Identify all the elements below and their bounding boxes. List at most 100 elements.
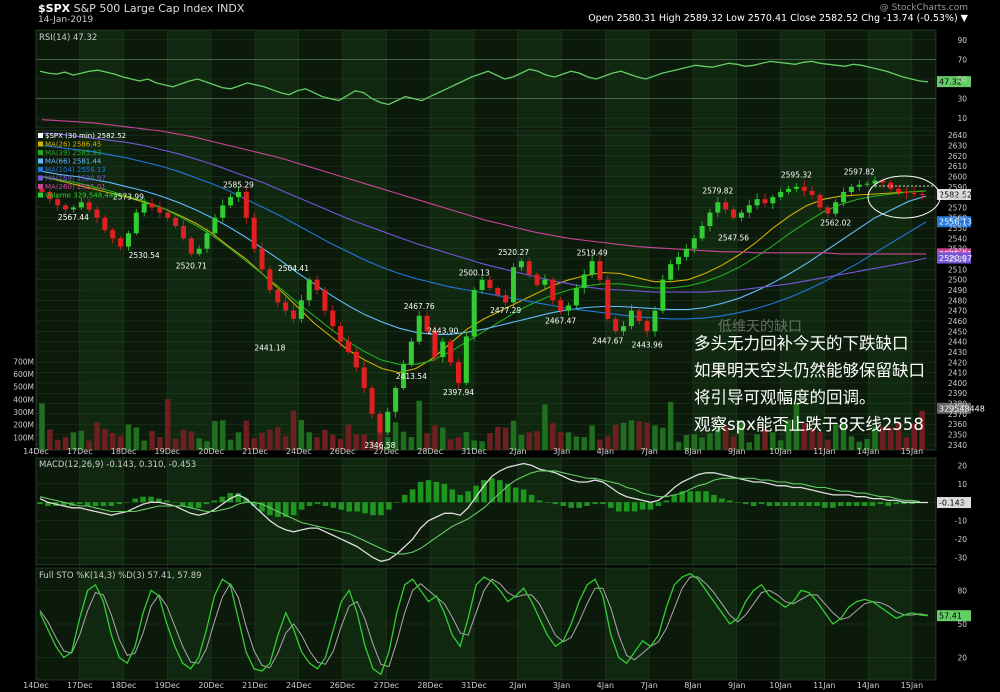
macd-hist-bar — [576, 502, 582, 508]
volume-tick-label: 600M — [13, 370, 34, 379]
macd-hist-bar — [171, 502, 178, 503]
y-tick-label: 2470 — [948, 307, 967, 316]
legend-swatch — [38, 184, 43, 189]
volume-bar — [219, 420, 226, 450]
candle-body — [880, 180, 886, 183]
candle-body — [660, 279, 666, 311]
price-tag: 2582.52 — [939, 190, 972, 199]
volume-bar — [707, 433, 713, 450]
rsi-line — [39, 60, 929, 106]
candle-body — [833, 202, 839, 214]
x-tick-label: 18Dec — [111, 681, 137, 690]
price-tag-bg — [937, 188, 971, 200]
volume-bar — [715, 426, 721, 450]
volume-bar — [157, 437, 163, 450]
candle-body — [369, 388, 375, 414]
macd-hist-bar — [354, 502, 360, 512]
x-tick-label: 3Jan — [553, 447, 570, 456]
candle-body — [330, 310, 336, 327]
y-tick-label: 2490 — [948, 286, 967, 295]
y-tick-label: 2620 — [948, 152, 967, 161]
candle-body — [518, 261, 524, 268]
watermark: @ StockCharts.com — [879, 3, 968, 13]
rsi-current-label-bg — [937, 76, 971, 88]
volume-bar — [919, 410, 925, 450]
volume-bar — [337, 438, 344, 450]
sto-title: Full STO %K(14,3) %D(3) 57.41, 57.89 — [39, 571, 202, 581]
volume-bar — [864, 438, 870, 450]
legend-entry: Volume 329,548,448 — [45, 192, 118, 200]
macd-hist-bar — [703, 491, 709, 503]
legend-swatch — [38, 141, 43, 147]
x-tick-label: 24Dec — [286, 681, 312, 690]
macd-hist-bar — [600, 502, 606, 505]
legend-entry: MA(39) 2585.93 — [45, 149, 101, 157]
candle-body — [762, 199, 768, 204]
volume-tick-label: 400M — [13, 395, 34, 404]
volume-bar — [605, 436, 611, 450]
macd-hist-bar — [401, 494, 408, 503]
macd-hist-bar — [275, 502, 281, 518]
volume-bar — [377, 421, 383, 450]
volume-bar — [400, 431, 407, 450]
candle-body — [707, 212, 713, 226]
candle-body — [605, 279, 611, 319]
candle-body — [416, 315, 422, 342]
macd-hist-bar — [92, 502, 99, 506]
candle-body — [306, 279, 312, 301]
x-tick-label: 3Jan — [553, 681, 570, 690]
y-tick-label: 10 — [957, 480, 967, 489]
price-tag-bg — [937, 252, 971, 264]
volume-bar — [660, 427, 666, 450]
macd-hist-bar — [227, 493, 234, 503]
candle-body — [173, 217, 179, 226]
volume-bar — [204, 441, 210, 450]
macd-hist-bar — [195, 502, 202, 508]
volume-bar — [180, 429, 187, 450]
y-tick-label: 2480 — [948, 296, 967, 305]
candle-body — [149, 203, 155, 208]
y-tick-label: 2400 — [948, 379, 967, 388]
macd-hist-bar — [481, 480, 487, 503]
candle-body — [188, 238, 194, 254]
volume-tick-label: 700M — [13, 357, 34, 366]
price-tag: 2556.13 — [939, 218, 972, 227]
candle-body — [573, 287, 579, 306]
macd-hist-bar — [76, 502, 83, 505]
price-point-label: 2597.82 — [844, 168, 875, 177]
volume-bar — [298, 419, 305, 450]
day-band — [517, 458, 562, 565]
macd-hist-bar — [798, 502, 804, 506]
annotation-ghost: 低维天的缺口 — [718, 319, 802, 335]
day-band — [167, 458, 212, 565]
macd-hist-bar — [235, 493, 242, 503]
macd-hist-bar — [719, 498, 725, 503]
candle-body — [597, 261, 603, 280]
macd-hist-bar — [409, 489, 416, 503]
x-tick-label: 31Dec — [461, 447, 487, 456]
candle-body — [400, 364, 407, 389]
macd-hist-bar — [449, 489, 456, 503]
macd-hist-bar — [457, 494, 464, 503]
annotation-line-2: 如果明天空头仍然能够保留缺口 — [694, 361, 925, 380]
candle-body — [542, 279, 548, 285]
y-tick-label: 2460 — [948, 317, 967, 326]
candle-body — [338, 326, 344, 342]
candle-body — [676, 256, 682, 265]
volume-bar — [369, 440, 375, 450]
volume-bar — [251, 438, 257, 450]
macd-hist-bar — [108, 502, 115, 506]
rsi-panel: RSI(14) 47.32 47.32 — [36, 33, 971, 106]
candle-body — [746, 205, 752, 213]
x-tick-label: 15Jan — [901, 447, 924, 456]
candle-body — [848, 186, 854, 192]
macd-hist-bar — [378, 502, 384, 516]
macd-hist-bar — [822, 502, 828, 508]
x-tick-label: 8Jan — [684, 681, 701, 690]
sto-d-line — [39, 576, 929, 669]
volume-bar — [825, 439, 831, 450]
candle-body — [801, 186, 807, 191]
macd-hist-bar — [164, 500, 170, 503]
candle-body — [228, 197, 234, 206]
volume-bar — [227, 439, 234, 450]
